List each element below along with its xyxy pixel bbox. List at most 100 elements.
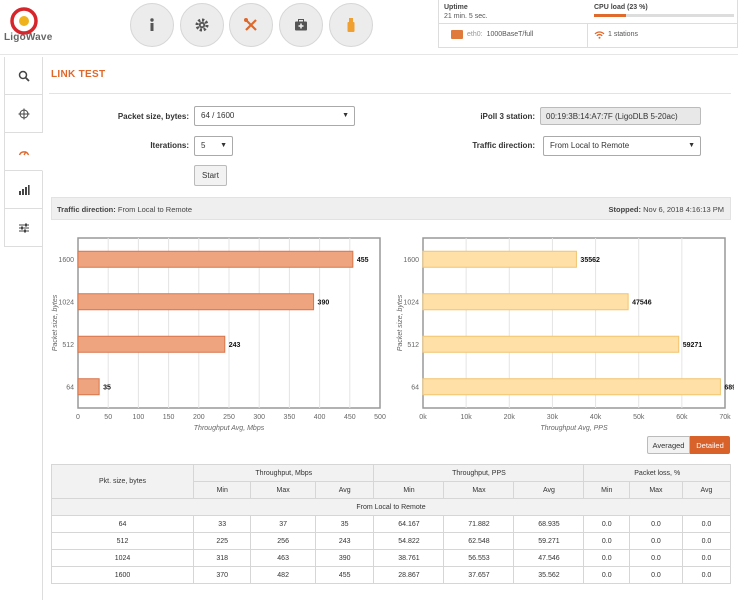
x-tick-label: 350 [284,414,296,421]
cell-mbps-max: 37 [250,515,316,533]
header-avg: Avg [681,481,732,499]
cell-mbps-min: 370 [192,566,252,584]
cell-pps-avg: 59.271 [513,532,585,550]
table-group-label: From Local to Remote [51,498,731,516]
data-label: 35562 [580,257,600,264]
cell-loss-min: 0.0 [583,515,631,533]
sidebar-item-spectrum[interactable] [4,171,43,209]
cell-mbps-max: 482 [250,566,316,584]
header-throughput-pps: Throughput, PPS [373,464,585,482]
cell-loss-avg: 0.0 [681,566,732,584]
bar [77,293,315,311]
table-row: 64 33 37 35 64.167 71.882 68.935 0.0 0.0 0.0 [51,515,732,533]
x-tick-label: 30k [547,414,559,421]
y-axis-label: Packet size, bytes [52,294,59,351]
throughput-pps-chart: 0k 10k 20k 30k 40k 50k 60k 70k Throughput Avg, P… [394,232,738,432]
info-stopped-value: Nov 6, 2018 4:16:13 PM [643,205,724,214]
nav-services-button[interactable] [279,3,323,47]
chevron-down-icon: ▼ [342,112,349,119]
sidebar [4,57,43,600]
x-tick-label: 450 [344,414,356,421]
averaged-toggle-button[interactable]: Averaged [647,436,690,454]
status-vertical-divider [587,23,588,47]
nav-settings-button[interactable] [180,3,224,47]
cell-pps-min: 28.867 [373,566,445,584]
wireless-status: 1 stations [594,30,638,39]
x-tick-label: 10k [460,414,472,421]
search-icon [18,70,30,82]
data-label: 47546 [632,299,652,306]
y-tick-label: 64 [66,384,74,391]
cpu-load-bar [594,14,734,17]
bar [77,250,354,268]
uptime-title: Uptime [444,4,468,11]
cpu-load-title: CPU load (23 %) [594,4,648,11]
sidebar-item-antenna-alignment[interactable] [4,95,43,133]
bar [422,293,629,311]
bar [422,378,721,396]
detailed-toggle-button[interactable]: Detailed [690,436,730,454]
cell-pps-avg: 47.546 [513,549,585,567]
header-min: Min [373,481,445,499]
packet-size-select[interactable]: 64 / 1600 ▼ [194,106,355,126]
station-label: iPoll 3 station: [480,112,535,121]
x-tick-label: 250 [223,414,235,421]
x-tick-label: 150 [163,414,175,421]
sidebar-item-settings[interactable] [4,209,43,247]
cell-mbps-avg: 35 [314,515,375,533]
cell-packet-size: 64 [51,515,194,533]
x-tick-label: 50k [633,414,645,421]
cell-mbps-min: 225 [192,532,252,550]
nav-firmware-button[interactable] [329,3,373,47]
x-tick-label: 20k [504,414,516,421]
test-info-bar: Traffic direction: From Local to Remote … [51,197,731,220]
data-label: 455 [357,257,369,264]
iterations-select[interactable]: 5 ▼ [194,136,233,156]
x-tick-label: 50 [104,414,112,421]
cell-loss-max: 0.0 [629,549,683,567]
nav-tools-button[interactable] [229,3,273,47]
cell-pps-min: 38.761 [373,549,445,567]
cell-pps-avg: 68.935 [513,515,585,533]
brand-name: LigoWave [4,32,53,43]
signal-bars-icon [19,184,30,195]
medkit-icon [295,19,307,31]
results-table: Pkt. size, bytes Throughput, Mbps Throug… [51,464,732,584]
throughput-pps-svg: 0k 10k 20k 30k 40k 50k 60k 70k Throughput Avg, P… [397,237,738,432]
header-min: Min [583,481,631,499]
cell-loss-min: 0.0 [583,532,631,550]
traffic-direction-label: Traffic direction: [472,141,535,150]
cell-pps-min: 54.822 [373,532,445,550]
start-button[interactable]: Start [194,165,227,186]
table-row: 1600 370 482 455 28.867 37.657 35.562 0.0 0.0 0.0 [51,566,732,584]
x-tick-label: 100 [133,414,145,421]
sliders-icon [19,223,29,232]
data-label: 243 [229,342,241,349]
cell-loss-min: 0.0 [583,549,631,567]
header-throughput-mbps: Throughput, Mbps [192,464,375,482]
y-tick-label: 1600 [58,257,74,264]
bar [77,378,100,396]
cell-loss-max: 0.0 [629,566,683,584]
cell-loss-min: 0.0 [583,566,631,584]
speedometer-icon [18,150,29,155]
y-tick-label: 1024 [403,299,419,306]
cell-mbps-avg: 243 [314,532,375,550]
ethernet-status: eth0: 1000BaseT/full [451,30,533,39]
y-tick-label: 1024 [58,299,74,306]
cell-loss-avg: 0.0 [681,515,732,533]
nav-info-button[interactable] [130,3,174,47]
tools-icon [244,18,257,31]
x-axis-label: Throughput Avg, PPS [540,425,608,432]
wifi-icon [594,31,605,39]
traffic-direction-select[interactable]: From Local to Remote ▼ [543,136,701,156]
cell-packet-size: 1024 [51,549,194,567]
x-tick-label: 300 [253,414,265,421]
sidebar-item-search[interactable] [4,57,43,95]
ethernet-value: 1000BaseT/full [486,31,534,38]
x-tick-label: 60k [676,414,688,421]
packet-size-value: 64 / 1600 [201,111,235,120]
data-label: 390 [318,299,330,306]
cell-mbps-avg: 390 [314,549,375,567]
sidebar-item-link-test[interactable] [4,133,43,171]
